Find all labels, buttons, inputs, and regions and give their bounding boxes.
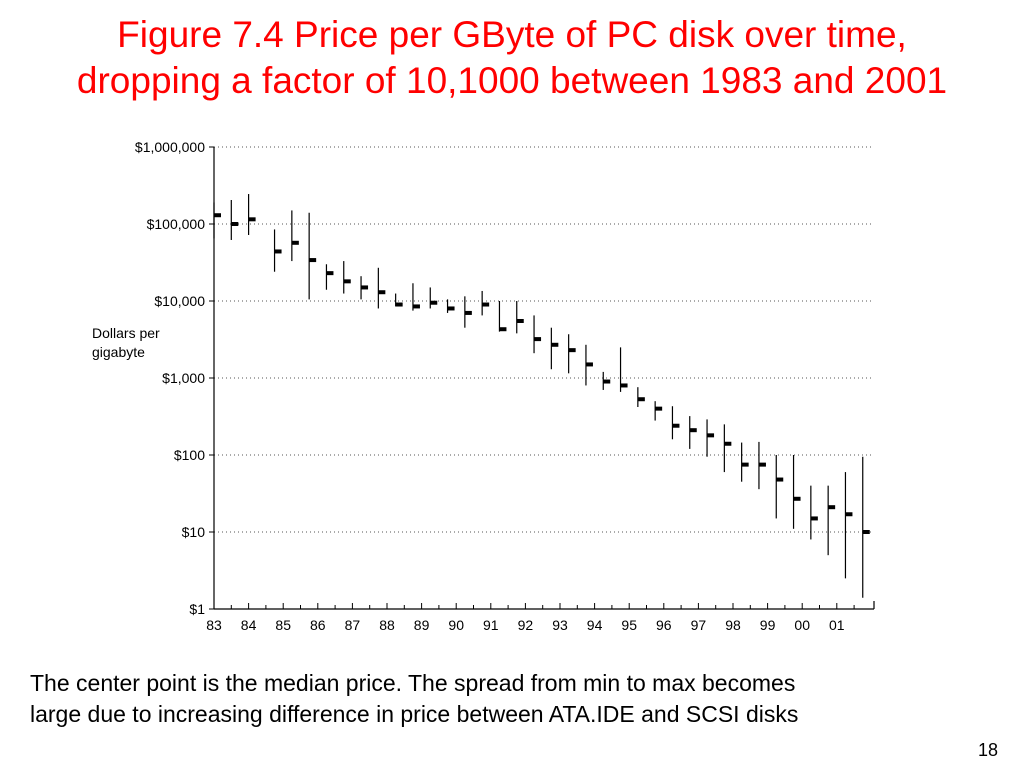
median-price-mark (620, 383, 628, 388)
title-line-2: dropping a factor of 10,1000 between 198… (76, 60, 948, 101)
median-price-mark (361, 285, 369, 290)
x-tick-label: 86 (310, 617, 326, 633)
median-price-mark (672, 423, 680, 428)
median-price-mark (776, 477, 784, 482)
slide-title: Figure 7.4 Price per GByte of PC disk ov… (0, 12, 1024, 104)
median-price-mark (655, 406, 663, 411)
median-price-mark (248, 217, 256, 222)
marks-layer (213, 194, 870, 598)
x-tick-label: 83 (206, 617, 222, 633)
x-tick-label: 87 (345, 617, 361, 633)
median-price-mark (447, 306, 455, 311)
median-price-mark (828, 505, 836, 510)
median-price-mark (291, 240, 299, 245)
y-axis-label-line-2: gigabyte (92, 344, 145, 360)
caption-line-1: The center point is the median price. Th… (30, 670, 796, 696)
title-line-1: Figure 7.4 Price per GByte of PC disk ov… (117, 14, 907, 55)
y-tick-label: $1,000,000 (135, 139, 205, 155)
median-price-mark (412, 304, 420, 309)
x-tick-label: 98 (725, 617, 741, 633)
median-price-mark (516, 318, 524, 323)
x-tick-label: 94 (587, 617, 603, 633)
x-tick-label: 84 (241, 617, 257, 633)
slide-number: 18 (977, 740, 998, 760)
y-axis-label-line-1: Dollars per (92, 325, 160, 341)
median-price-mark (758, 462, 766, 467)
median-price-mark (551, 342, 559, 347)
median-price-mark (568, 348, 576, 353)
caption: The center point is the median price. Th… (30, 668, 1010, 730)
y-tick-label: $100,000 (147, 216, 206, 232)
x-tick-label: 96 (656, 617, 672, 633)
x-tick-label: 92 (518, 617, 534, 633)
median-price-mark (741, 462, 749, 467)
median-price-mark (862, 530, 870, 534)
median-price-mark (585, 362, 593, 367)
x-tick-label: 95 (621, 617, 637, 633)
median-price-mark (309, 258, 317, 263)
x-tick-label: 85 (275, 617, 291, 633)
median-price-mark (499, 327, 507, 332)
median-price-mark (343, 279, 351, 284)
median-price-mark (689, 428, 697, 433)
x-tick-label: 90 (448, 617, 464, 633)
grid-layer (214, 146, 874, 533)
median-price-mark (430, 300, 438, 305)
y-tick-label: $100 (174, 447, 205, 463)
y-tick-label: $10 (182, 524, 206, 540)
y-tick-label: $1 (189, 601, 205, 617)
x-tick-label: 00 (794, 617, 810, 633)
median-price-mark (464, 310, 472, 315)
x-tick-label: 97 (691, 617, 707, 633)
axis-layer: $1,000,000$100,000$10,000$1,000$100$10$1… (135, 139, 875, 633)
median-price-mark (395, 302, 403, 307)
median-price-mark (326, 271, 334, 276)
median-price-mark (707, 433, 715, 438)
caption-line-2: large due to increasing difference in pr… (30, 701, 799, 727)
median-price-mark (214, 213, 221, 218)
median-price-mark (534, 337, 542, 342)
median-price-mark (845, 512, 853, 517)
median-price-mark (637, 397, 645, 402)
median-price-mark (482, 302, 490, 307)
median-price-mark (231, 222, 239, 226)
x-tick-label: 01 (829, 617, 845, 633)
median-price-mark (378, 290, 386, 295)
median-price-mark (810, 516, 818, 521)
x-tick-label: 93 (552, 617, 568, 633)
median-price-mark (603, 379, 611, 384)
median-price-mark (274, 249, 282, 254)
median-price-mark (793, 496, 801, 501)
x-tick-label: 91 (483, 617, 499, 633)
x-tick-label: 89 (414, 617, 430, 633)
median-price-mark (724, 441, 732, 446)
x-tick-label: 99 (760, 617, 776, 633)
y-tick-label: $1,000 (162, 370, 205, 386)
x-tick-label: 88 (379, 617, 395, 633)
y-tick-label: $10,000 (154, 293, 205, 309)
